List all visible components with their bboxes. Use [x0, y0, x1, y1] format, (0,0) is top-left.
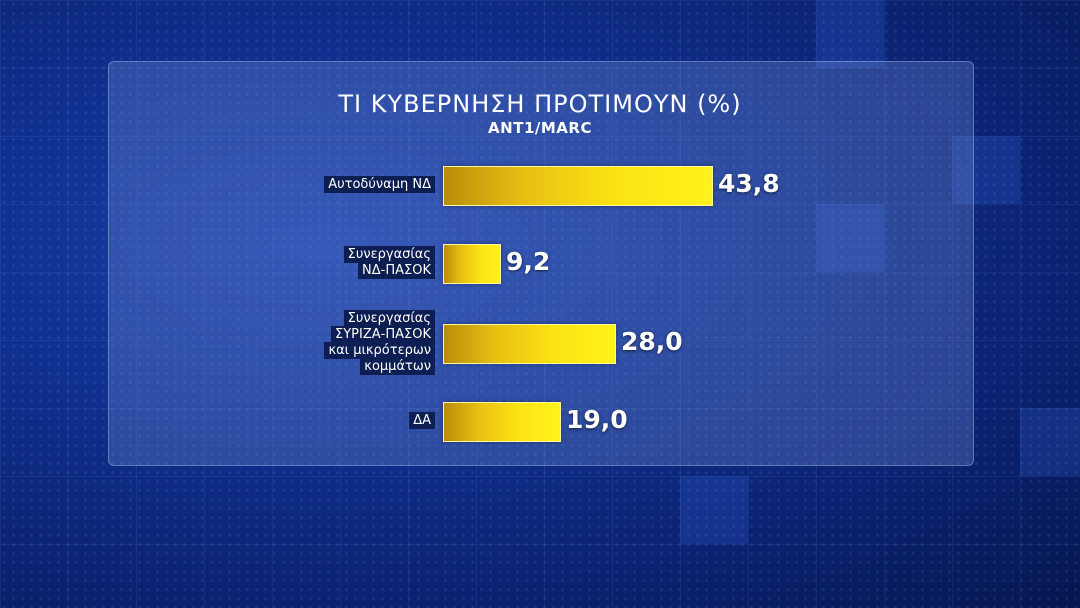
background-tile — [816, 0, 884, 68]
background-tile — [1020, 408, 1080, 476]
chart-subtitle: ANT1/MARC — [488, 119, 592, 137]
bar-2 — [443, 324, 616, 364]
chart-title: ΤΙ ΚΥΒΕΡΝΗΣΗ ΠΡΟΤΙΜΟΥΝ (%) — [338, 90, 742, 118]
category-label-3: ΔΑ — [409, 412, 435, 429]
bar-0 — [443, 166, 713, 206]
chart-panel — [108, 61, 974, 466]
value-label-0: 43,8 — [718, 169, 780, 198]
background-tile — [680, 476, 748, 544]
value-label-3: 19,0 — [566, 405, 628, 434]
bar-3 — [443, 402, 561, 442]
value-label-2: 28,0 — [621, 327, 683, 356]
category-label-2: Συνεργασίας ΣΥΡΙΖΑ-ΠΑΣΟΚ και μικρότερων κομ… — [324, 310, 435, 375]
value-label-1: 9,2 — [506, 247, 551, 276]
category-label-0: Αυτοδύναμη ΝΔ — [324, 176, 435, 193]
background-tile — [952, 136, 1020, 204]
category-label-1: Συνεργασίας ΝΔ-ΠΑΣΟΚ — [343, 246, 435, 279]
background-tile — [816, 204, 884, 272]
bar-1 — [443, 244, 501, 284]
